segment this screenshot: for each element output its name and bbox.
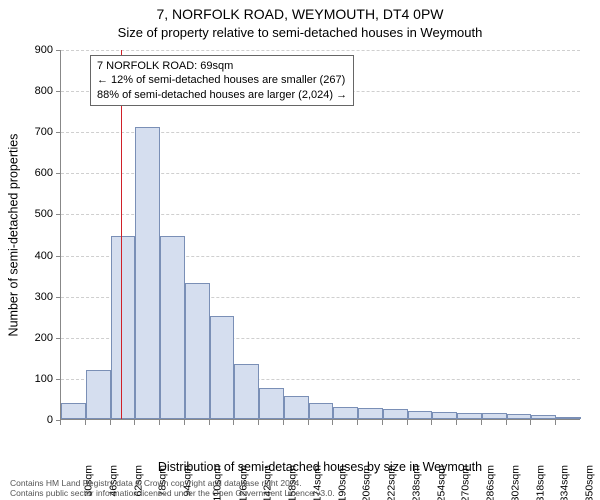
y-tick-label: 700	[35, 126, 53, 138]
histogram-bar	[210, 316, 235, 419]
y-tick-mark	[56, 297, 61, 298]
histogram-bar	[111, 236, 136, 419]
x-tick-mark	[110, 420, 111, 425]
histogram-bar	[457, 413, 482, 419]
y-tick-mark	[56, 132, 61, 133]
x-axis-title: Distribution of semi-detached houses by …	[60, 460, 580, 474]
y-tick-label: 0	[47, 414, 53, 426]
histogram-bar	[333, 407, 358, 419]
footer-copyright: Contains HM Land Registry data © Crown c…	[10, 479, 335, 498]
x-tick-mark	[332, 420, 333, 425]
histogram-bar	[309, 403, 334, 419]
property-size-histogram: 7, NORFOLK ROAD, WEYMOUTH, DT4 0PW Size …	[0, 0, 600, 500]
x-tick-mark	[283, 420, 284, 425]
histogram-bar	[259, 388, 284, 419]
x-tick-mark	[481, 420, 482, 425]
y-tick-mark	[56, 173, 61, 174]
y-tick-label: 400	[35, 250, 53, 262]
x-tick-mark	[258, 420, 259, 425]
x-tick-mark	[431, 420, 432, 425]
x-tick-mark	[357, 420, 358, 425]
histogram-bar	[408, 411, 433, 419]
histogram-bar	[86, 370, 111, 419]
x-tick-label: 350sqm	[584, 465, 596, 500]
y-tick-label: 900	[35, 44, 53, 56]
annotation-box: 7 NORFOLK ROAD: 69sqm ← 12% of semi-deta…	[90, 55, 354, 106]
histogram-bar	[531, 415, 556, 419]
histogram-bar	[556, 417, 581, 419]
x-tick-mark	[134, 420, 135, 425]
x-tick-mark	[233, 420, 234, 425]
x-tick-mark	[159, 420, 160, 425]
annotation-line: ← 12% of semi-detached houses are smalle…	[97, 73, 347, 87]
histogram-bar	[234, 364, 259, 420]
annotation-line: 88% of semi-detached houses are larger (…	[97, 88, 347, 102]
y-tick-mark	[56, 91, 61, 92]
y-tick-label: 600	[35, 167, 53, 179]
x-tick-mark	[60, 420, 61, 425]
y-tick-mark	[56, 338, 61, 339]
y-tick-label: 200	[35, 332, 53, 344]
histogram-bar	[507, 414, 532, 419]
histogram-bar	[432, 412, 457, 419]
y-tick-label: 500	[35, 208, 53, 220]
histogram-bar	[358, 408, 383, 420]
y-tick-label: 100	[35, 373, 53, 385]
x-tick-mark	[184, 420, 185, 425]
y-tick-label: 800	[35, 85, 53, 97]
x-tick-mark	[530, 420, 531, 425]
annotation-line: 7 NORFOLK ROAD: 69sqm	[97, 59, 347, 73]
x-tick-mark	[308, 420, 309, 425]
y-tick-label: 300	[35, 291, 53, 303]
x-tick-labels: 30sqm46sqm62sqm78sqm94sqm110sqm126sqm142…	[60, 425, 580, 465]
x-tick-mark	[456, 420, 457, 425]
y-tick-mark	[56, 256, 61, 257]
chart-subtitle: Size of property relative to semi-detach…	[0, 25, 600, 40]
x-tick-mark	[407, 420, 408, 425]
histogram-bar	[185, 283, 210, 419]
chart-title: 7, NORFOLK ROAD, WEYMOUTH, DT4 0PW	[0, 6, 600, 22]
x-tick-mark	[555, 420, 556, 425]
y-tick-mark	[56, 50, 61, 51]
histogram-bar	[482, 413, 507, 419]
x-tick-mark	[506, 420, 507, 425]
y-tick-mark	[56, 379, 61, 380]
y-tick-labels: 0100200300400500600700800900	[0, 50, 55, 420]
histogram-bar	[383, 409, 408, 419]
histogram-bar	[135, 127, 160, 419]
x-tick-mark	[85, 420, 86, 425]
histogram-bar	[160, 236, 185, 419]
x-tick-mark	[382, 420, 383, 425]
x-tick-mark	[209, 420, 210, 425]
y-tick-mark	[56, 214, 61, 215]
histogram-bar	[61, 403, 86, 419]
histogram-bar	[284, 396, 309, 419]
